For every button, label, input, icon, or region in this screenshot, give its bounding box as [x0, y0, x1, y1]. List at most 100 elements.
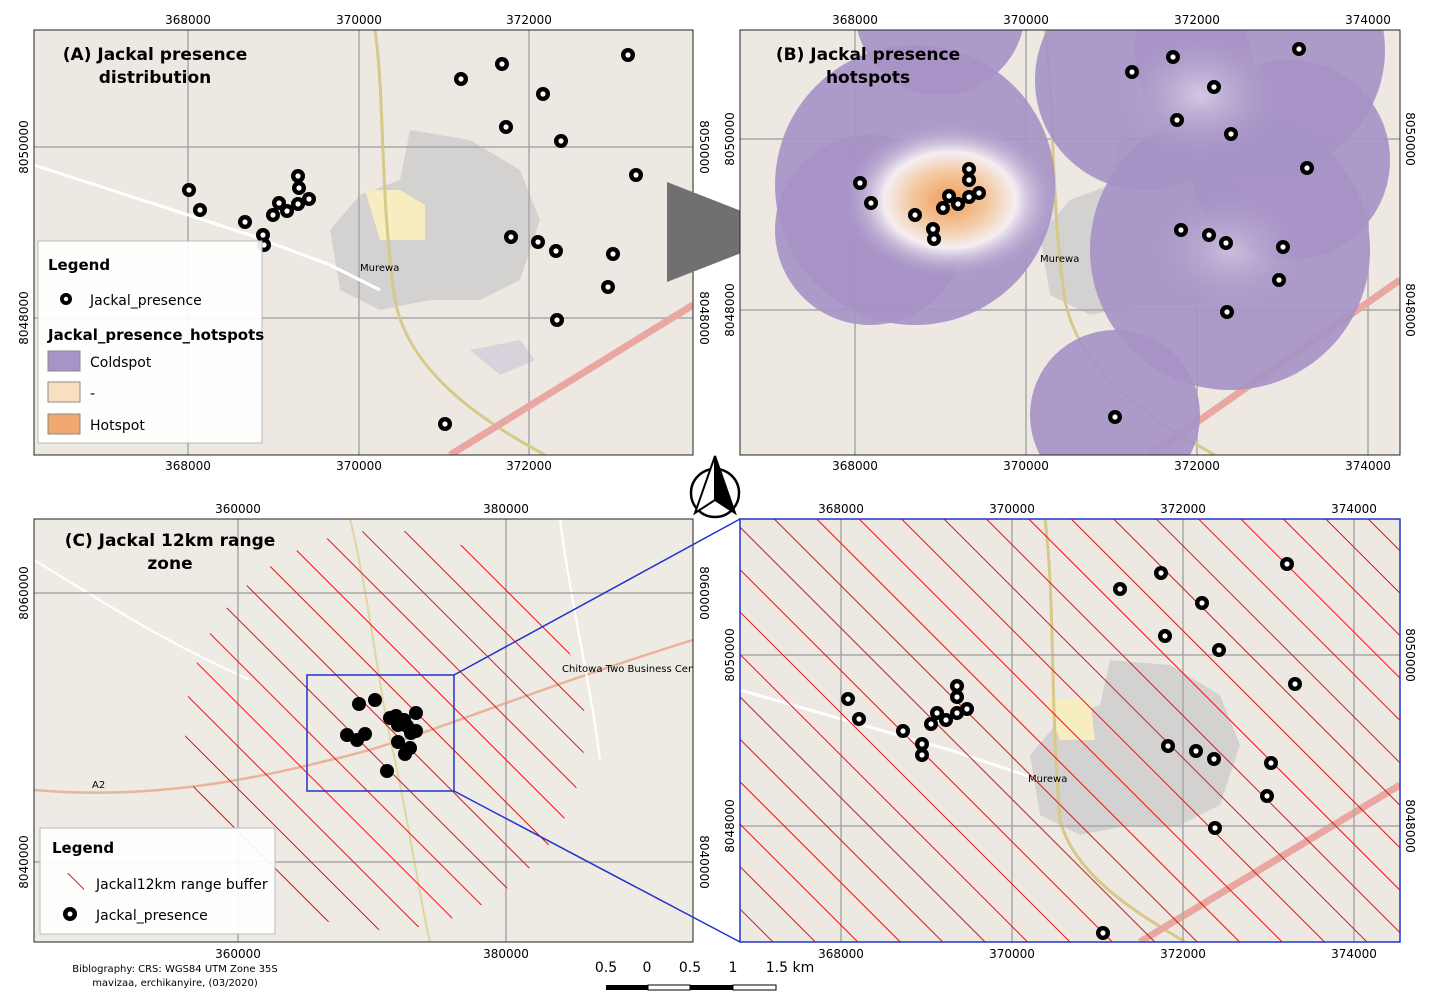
jackal-point-d-26: [1096, 926, 1110, 940]
jackal-point-a-24: [601, 280, 615, 294]
panel-c-inset-box: [306, 674, 455, 792]
panel-c-xtick-bottom-1: 360000: [215, 947, 261, 961]
panel-c-ytick-right-2: 8040000: [697, 835, 711, 888]
jackal-point-b-12: [942, 189, 956, 203]
legend-a-coldspot-label: Coldspot: [90, 355, 152, 371]
jackal-point-a-26: [438, 417, 452, 431]
legend-c-title: Legend: [52, 839, 114, 857]
jackal-point-b-16: [936, 201, 950, 215]
panel-b-xtick-bottom-2: 370000: [1003, 459, 1049, 473]
panel-b-ytick-right-1: 8050000: [1403, 112, 1417, 165]
zoom-connector-top: [453, 518, 741, 676]
panel-a-xtick-top-3: 372000: [506, 13, 552, 27]
jackal-point-b-5: [1170, 113, 1184, 127]
jackal-point-d-21: [1189, 744, 1203, 758]
panel-c-points: [340, 693, 423, 778]
jackal-point-d-17: [896, 724, 910, 738]
panel-b-title-line1: (B) Jackal presence: [776, 45, 960, 65]
jackal-point-b-26: [1108, 410, 1122, 424]
panel-a-ytick-left-2: 8048000: [17, 291, 31, 344]
jackal-point-a-21: [531, 235, 545, 249]
legend-a-hotspot-label: Hotspot: [90, 418, 145, 434]
jackal-point-c-2: [352, 697, 366, 711]
legend-a-neutral-label: -: [90, 386, 95, 402]
panel-a-town-label: Murewa: [360, 263, 399, 274]
jackal-point-d-8: [841, 692, 855, 706]
panel-d: Murewa 368000 370000 372000 374000 36800…: [723, 502, 1417, 961]
jackal-point-d-11: [950, 690, 964, 704]
scale-label-3: 0.5: [679, 960, 701, 976]
panel-d-range-buffer: [740, 519, 1400, 942]
panel-d-frame: [739, 518, 1401, 943]
jackal-point-c-14: [409, 724, 423, 738]
panel-d-ytick-right-2: 8048000: [1403, 799, 1417, 852]
jackal-point-b-10: [962, 162, 976, 176]
north-arrow-icon: [689, 455, 741, 519]
jackal-point-b-25: [1220, 305, 1234, 319]
panel-c-ytick-left-1: 8060000: [17, 566, 31, 619]
panel-a-ytick-right-1: 8050000: [697, 120, 711, 173]
legend-c-presence-label: Jackal_presence: [95, 908, 208, 924]
jackal-point-b-22: [1219, 236, 1233, 250]
jackal-point-a-14: [291, 197, 305, 211]
panel-b-xtick-bottom-3: 372000: [1174, 459, 1220, 473]
panel-a: Murewa (A) Jackal presence distribution …: [17, 13, 711, 473]
jackal-point-b-17: [908, 208, 922, 222]
panel-a-xtick-bottom-1: 368000: [165, 459, 211, 473]
jackal-point-d-14: [950, 706, 964, 720]
jackal-point-c-16: [398, 747, 412, 761]
jackal-point-a-4: [536, 87, 550, 101]
legend-a-presence-label: Jackal_presence: [89, 293, 202, 309]
jackal-point-b-20: [1174, 223, 1188, 237]
panel-d-ytick-left-1: 8050000: [723, 628, 737, 681]
panel-c-title-line1: (C) Jackal 12km range: [65, 531, 276, 551]
panel-d-xtick-top-2: 370000: [989, 502, 1035, 516]
jackal-point-d-23: [1264, 756, 1278, 770]
jackal-point-b-24: [1272, 273, 1286, 287]
jackal-point-b-2: [1125, 65, 1139, 79]
panel-b: Murewa (B) Jackal presence hotspots 3680…: [723, 13, 1417, 473]
jackal-point-d-10: [950, 679, 964, 693]
jackal-point-b-23: [1276, 240, 1290, 254]
panel-d-xtick-bottom-2: 370000: [989, 947, 1035, 961]
jackal-point-b-14: [962, 190, 976, 204]
panel-b-ytick-left-1: 8050000: [723, 112, 737, 165]
jackal-point-d-15: [939, 713, 953, 727]
jackal-point-d-2: [1113, 582, 1127, 596]
panel-a-title-line1: (A) Jackal presence: [63, 45, 247, 65]
panel-b-frame: [739, 29, 1401, 456]
scale-label-5: 1.5 km: [766, 960, 814, 976]
panel-d-ytick-left-2: 8048000: [723, 799, 737, 852]
legend-c-buffer-label: Jackal12km range buffer: [95, 877, 268, 893]
jackal-point-a-17: [238, 215, 252, 229]
jackal-point-c-3: [409, 706, 423, 720]
jackal-point-a-10: [291, 169, 305, 183]
panel-d-xtick-bottom-1: 368000: [818, 947, 864, 961]
jackal-point-c-12: [391, 735, 405, 749]
panel-b-basemap: Murewa: [740, 30, 1400, 455]
jackal-point-b-15: [951, 197, 965, 211]
panel-c-range-buffer: [185, 530, 585, 930]
panel-c-xtick-top-2: 380000: [483, 502, 529, 516]
jackal-point-d-3: [1154, 566, 1168, 580]
jackal-point-b-19: [927, 232, 941, 246]
panel-d-xtick-top-4: 374000: [1331, 502, 1377, 516]
jackal-point-d-5: [1158, 629, 1172, 643]
panel-c-xtick-top-1: 360000: [215, 502, 261, 516]
legend-a-neutral-swatch: [47, 381, 81, 403]
legend-a-hotspots-title: Jackal_presence_hotspots: [47, 326, 264, 344]
panel-b-xtick-top-4: 374000: [1345, 13, 1391, 27]
jackal-point-b-3: [1166, 50, 1180, 64]
jackal-point-d-22: [1207, 752, 1221, 766]
jackal-point-d-7: [1288, 677, 1302, 691]
jackal-point-a-13: [302, 192, 316, 206]
jackal-point-b-21: [1202, 228, 1216, 242]
jackal-point-d-19: [915, 748, 929, 762]
jackal-point-b-4: [1207, 80, 1221, 94]
jackal-point-a-1: [621, 48, 635, 62]
panel-b-xtick-bottom-1: 368000: [832, 459, 878, 473]
zoom-connector-bottom: [453, 790, 741, 943]
jackal-point-a-2: [454, 72, 468, 86]
jackal-point-d-1: [1280, 557, 1294, 571]
panel-b-ytick-right-2: 8048000: [1403, 283, 1417, 336]
